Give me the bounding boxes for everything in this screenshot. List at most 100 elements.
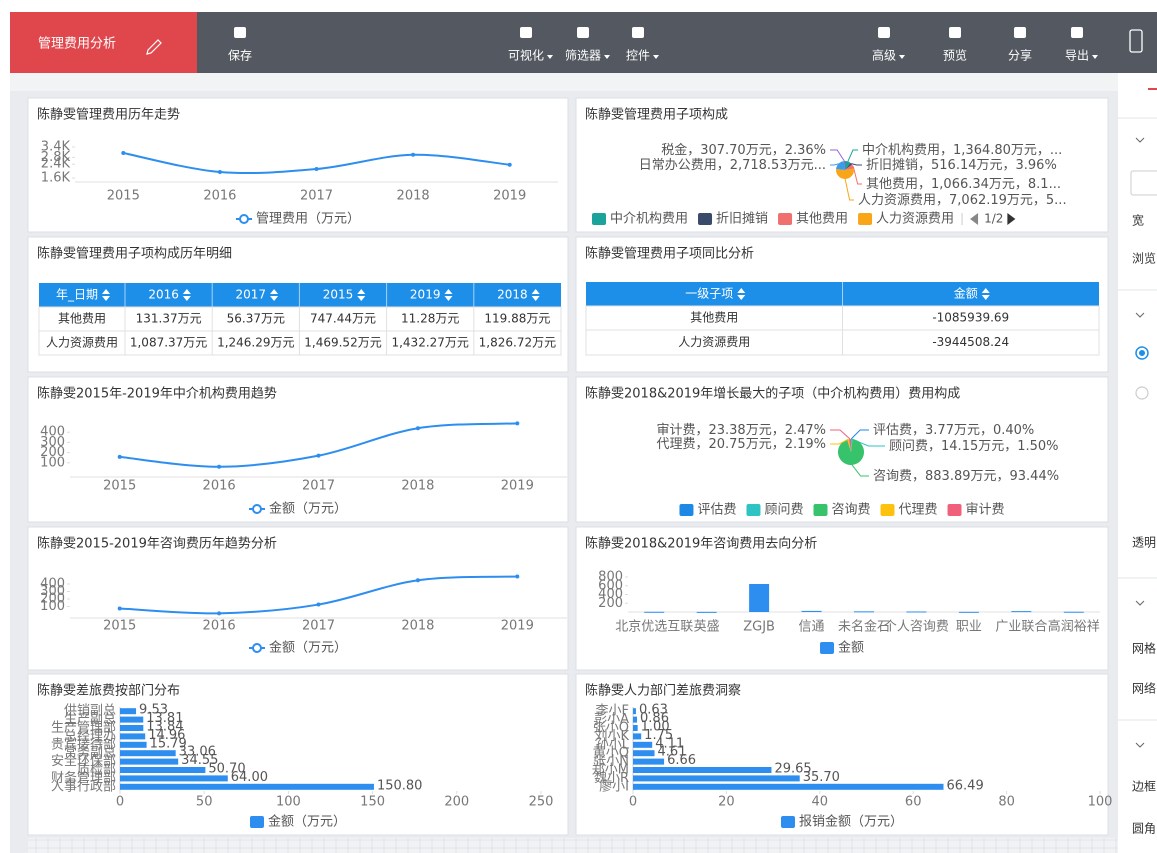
panel[interactable] <box>575 526 1109 671</box>
sort-icon[interactable] <box>737 288 746 300</box>
legend-swatch <box>858 213 873 225</box>
table-cell: 其他费用 <box>58 312 106 326</box>
legend-label: 咨询费 <box>831 503 870 518</box>
radio-selected[interactable] <box>1135 346 1149 360</box>
pie-slice <box>835 168 854 179</box>
bar <box>120 758 179 765</box>
toolbar-label[interactable]: 预览 <box>943 48 967 63</box>
bar <box>854 611 874 613</box>
pie-label-name: 审计费 <box>656 423 695 438</box>
toolbar-icon[interactable] <box>1014 27 1026 38</box>
x-tick-label: ZGJB <box>743 620 775 635</box>
column-header[interactable]: 2019 <box>410 288 441 302</box>
sort-icon[interactable] <box>531 289 540 301</box>
toolbar-icon[interactable] <box>577 27 589 38</box>
toolbar-label[interactable]: 导出 <box>1065 49 1089 63</box>
legend-label: 金额（万元） <box>269 640 347 656</box>
column-header[interactable]: 一级子项 <box>685 287 733 301</box>
sort-icon[interactable] <box>444 289 453 301</box>
sort-icon[interactable] <box>102 289 111 301</box>
bar <box>633 783 944 790</box>
bar <box>633 708 636 715</box>
column-header[interactable]: 年_日期 <box>56 288 98 302</box>
panel[interactable] <box>27 376 569 523</box>
toolbar-label[interactable]: 可视化 <box>508 48 544 63</box>
legend-label: 报销金额（万元） <box>799 814 903 830</box>
mobile-icon[interactable] <box>1129 29 1143 53</box>
legend-swatch <box>780 816 795 828</box>
edit-icon[interactable] <box>146 39 162 55</box>
table-cell: 56.37万元 <box>227 312 285 326</box>
y-tick-label: 张小N <box>593 754 629 769</box>
toolbar-icon[interactable] <box>520 27 532 38</box>
x-tick-label: 2016 <box>203 479 236 494</box>
legend-label: 顾问费 <box>764 503 803 518</box>
toolbar-icon[interactable] <box>234 27 246 38</box>
collapse-chevron[interactable] <box>1135 312 1145 318</box>
toolbar-icon[interactable] <box>1071 27 1083 38</box>
leader-line <box>844 178 854 201</box>
x-tick-label: 职业 <box>956 620 982 635</box>
point <box>217 611 222 616</box>
sort-icon[interactable] <box>357 289 366 301</box>
canvas-top <box>10 73 1118 91</box>
column-header[interactable]: 2015 <box>323 288 354 302</box>
input-box[interactable] <box>1130 170 1157 196</box>
toolbar-icon[interactable] <box>878 27 890 38</box>
y-tick-label: 400 <box>598 587 623 602</box>
panel[interactable] <box>27 526 569 671</box>
panel[interactable] <box>27 673 569 836</box>
dropdown-arrow <box>547 55 554 59</box>
column-header[interactable]: 金额 <box>954 286 978 301</box>
toolbar-label[interactable]: 保存 <box>228 49 252 63</box>
collapse-chevron[interactable] <box>1135 137 1145 143</box>
toolbar-label[interactable]: 高级 <box>872 48 896 63</box>
legend: 金额（万元） <box>248 501 347 517</box>
sort-icon[interactable] <box>270 289 279 301</box>
sort-icon[interactable] <box>182 289 191 301</box>
table-cell: 1,432.27万元 <box>391 336 468 350</box>
panel[interactable] <box>575 673 1109 836</box>
x-tick-label: 2016 <box>203 619 236 634</box>
sidebar-label: 网络 <box>1132 681 1156 696</box>
pie-label-name: 代理费 <box>656 437 695 452</box>
point <box>314 167 319 172</box>
x-tick-label: 2019 <box>501 619 534 634</box>
sort-icon[interactable] <box>981 288 990 300</box>
bar <box>633 767 772 773</box>
x-tick-label: 2015 <box>103 619 136 634</box>
leader-line <box>847 149 858 162</box>
radio[interactable] <box>1135 386 1149 400</box>
data-label: 150.80 <box>377 778 423 793</box>
collapse-chevron[interactable] <box>1135 742 1145 748</box>
bar <box>120 750 176 757</box>
panel[interactable] <box>27 97 569 233</box>
pager-prev[interactable] <box>970 213 979 225</box>
toolbar-label[interactable]: 控件 <box>626 49 650 63</box>
pie-label: 顾问费，14.15万元，1.50% <box>889 439 1059 454</box>
toolbar-label[interactable]: 筛选器 <box>565 48 601 63</box>
bar <box>801 610 822 612</box>
y-tick-label: 生产副总 <box>64 712 116 727</box>
pie-slice <box>845 161 851 170</box>
y-tick-label: 张小O <box>593 721 629 736</box>
column-header[interactable]: 2018 <box>497 288 528 302</box>
pager-next[interactable] <box>1007 213 1016 225</box>
pie-label-name: 咨询费 <box>873 469 912 484</box>
data-label: 9.53 <box>139 703 168 718</box>
title-tab[interactable] <box>10 12 197 73</box>
collapse-chevron[interactable] <box>1135 600 1145 606</box>
data-label: 14.96 <box>148 728 185 743</box>
y-tick-label: 200 <box>40 445 65 460</box>
y-tick-label: 贵宾接待部 <box>51 736 116 752</box>
bar <box>906 611 927 613</box>
y-tick-label: 200 <box>40 592 65 607</box>
toolbar-label[interactable]: 分享 <box>1008 48 1032 63</box>
panel-title: 陈静雯管理费用历年走势 <box>37 107 180 123</box>
toolbar-icon[interactable] <box>949 27 961 38</box>
column-header[interactable]: 2017 <box>236 288 267 302</box>
column-header[interactable]: 2016 <box>148 288 179 302</box>
dashboard-title[interactable]: 管理费用分析 <box>38 37 116 52</box>
bar <box>1063 611 1084 613</box>
toolbar-icon[interactable] <box>632 27 644 38</box>
